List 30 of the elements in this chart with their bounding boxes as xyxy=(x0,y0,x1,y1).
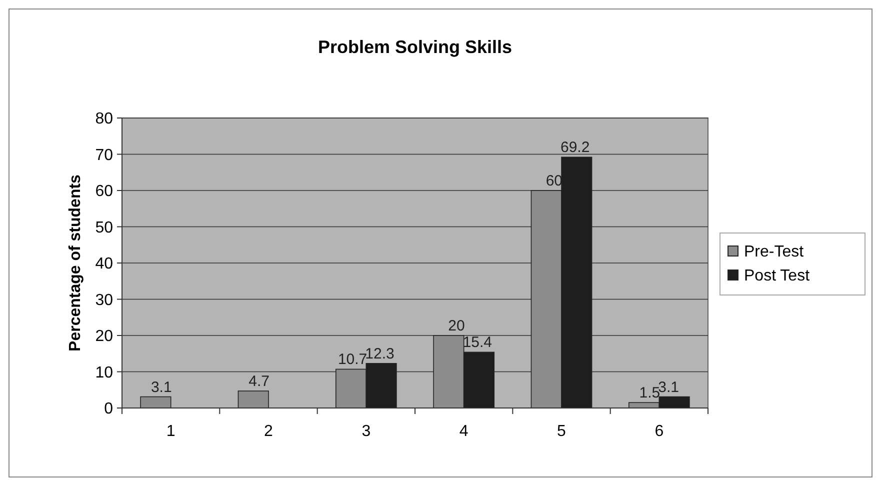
y-tick-label: 0 xyxy=(104,400,114,418)
y-tick-label: 10 xyxy=(95,364,114,382)
x-tick-label: 1 xyxy=(166,423,176,440)
y-tick-label: 40 xyxy=(95,256,114,273)
legend-label: Post Test xyxy=(744,268,810,285)
y-tick-label: 60 xyxy=(95,183,114,200)
data-label: 3.1 xyxy=(658,378,680,396)
y-axis-title: Percentage of students xyxy=(67,174,84,352)
data-label: 12.3 xyxy=(365,345,394,362)
y-tick-label: 80 xyxy=(95,110,114,128)
data-label: 4.7 xyxy=(248,372,270,390)
data-label: 69.2 xyxy=(560,139,590,156)
x-tick-label: 3 xyxy=(362,423,371,440)
bar xyxy=(140,396,172,408)
data-label: 10.7 xyxy=(338,351,368,368)
y-tick-label: 70 xyxy=(95,146,114,164)
y-tick-label: 20 xyxy=(95,328,114,346)
legend-label: Pre-Test xyxy=(744,244,804,261)
data-label: 15.4 xyxy=(462,334,492,352)
y-tick-label: 30 xyxy=(95,292,114,309)
data-label: 20 xyxy=(448,318,465,334)
x-tick-label: 4 xyxy=(459,423,468,440)
x-tick-label: 5 xyxy=(557,423,566,440)
data-label: 3.1 xyxy=(150,378,172,396)
chart-title: Problem Solving Skills xyxy=(318,37,512,57)
y-tick-label: 50 xyxy=(95,219,114,236)
bar xyxy=(238,390,269,408)
data-label: 1.5 xyxy=(639,384,660,402)
x-tick-label: 2 xyxy=(264,423,274,440)
x-tick-label: 6 xyxy=(654,423,664,440)
